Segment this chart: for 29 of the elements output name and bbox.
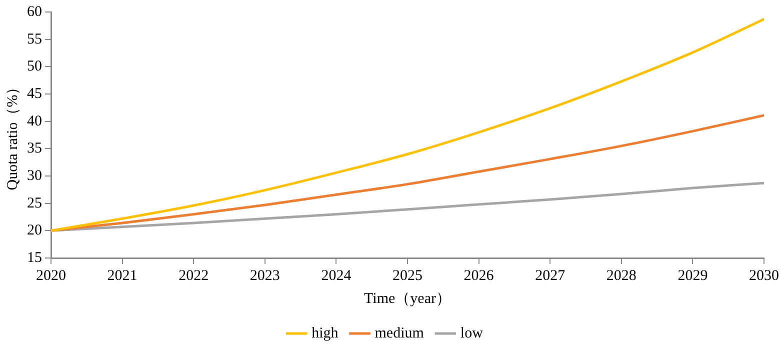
x-tick-label: 2030	[749, 268, 779, 284]
y-tick-label: 35	[27, 140, 42, 157]
x-tick-label: 2022	[178, 268, 209, 284]
line-series	[51, 114, 764, 232]
y-tick-label: 20	[27, 222, 42, 239]
y-axis-title: Quota ratio（%）	[4, 80, 21, 190]
legend-label: low	[460, 325, 484, 342]
line-series	[51, 18, 764, 232]
x-tick-label: 2024	[321, 268, 352, 284]
x-tick-label: 2021	[107, 268, 138, 284]
y-tick-label: 55	[27, 31, 42, 48]
y-tick-label: 30	[27, 168, 42, 184]
x-tick-label: 2026	[464, 268, 494, 284]
x-tick-label: 2029	[678, 268, 708, 284]
x-tick-label: 2020	[36, 268, 66, 284]
x-tick-label: 2027	[535, 268, 566, 284]
x-tick-label: 2023	[250, 268, 280, 284]
legend-label: medium	[374, 325, 424, 342]
y-tick-label: 50	[27, 58, 42, 75]
x-tick-label: 2025	[392, 268, 422, 284]
y-tick-label: 15	[27, 250, 42, 266]
y-tick-label: 25	[27, 195, 42, 212]
x-tick-label: 2028	[606, 268, 636, 284]
x-axis-title: Time（year）	[364, 290, 451, 307]
line-series	[51, 182, 764, 232]
y-tick-label: 45	[27, 86, 42, 102]
y-tick-label: 40	[27, 113, 42, 130]
y-tick-label: 60	[27, 4, 42, 20]
legend-label: high	[312, 325, 339, 342]
